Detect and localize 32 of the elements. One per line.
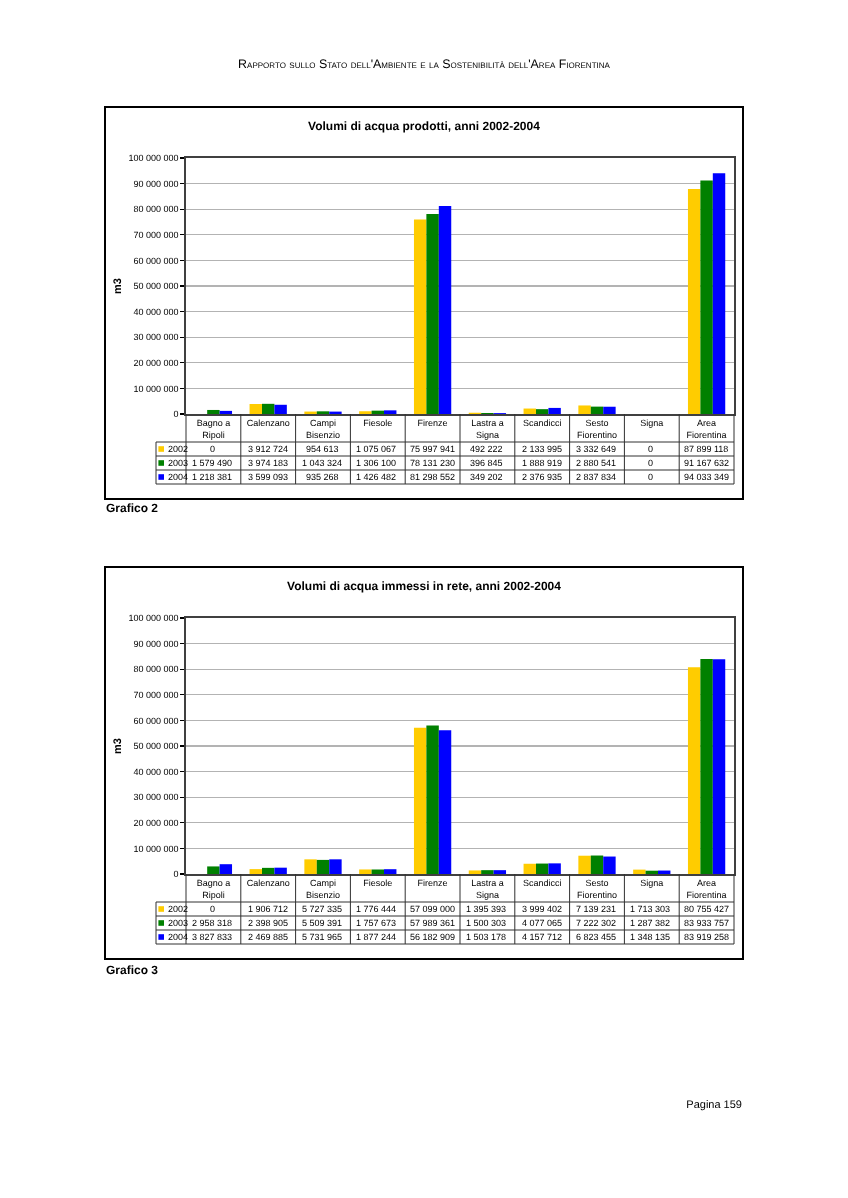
bar <box>590 406 604 414</box>
bar <box>426 213 439 414</box>
bar <box>413 727 427 874</box>
bar <box>578 855 591 874</box>
bar <box>274 867 287 874</box>
bar <box>329 859 342 874</box>
bar <box>261 867 275 874</box>
bar <box>219 864 233 874</box>
bar <box>700 659 713 874</box>
bar <box>603 406 616 414</box>
bar <box>712 659 726 874</box>
bar <box>548 863 561 874</box>
bar <box>438 730 452 874</box>
bar <box>274 404 287 414</box>
bar <box>426 725 439 874</box>
bar <box>438 205 452 414</box>
bar <box>603 856 616 874</box>
bar <box>249 403 262 414</box>
bar <box>590 855 604 874</box>
bar <box>712 173 726 414</box>
bar <box>687 667 701 874</box>
bar <box>316 859 330 874</box>
bar <box>578 405 591 414</box>
bar <box>413 219 427 414</box>
bar <box>700 180 713 414</box>
bar <box>535 863 549 874</box>
bar <box>523 863 536 874</box>
bar <box>687 188 701 414</box>
bar <box>548 407 561 414</box>
bar <box>207 866 220 874</box>
bar <box>304 859 317 874</box>
bar <box>261 403 275 414</box>
